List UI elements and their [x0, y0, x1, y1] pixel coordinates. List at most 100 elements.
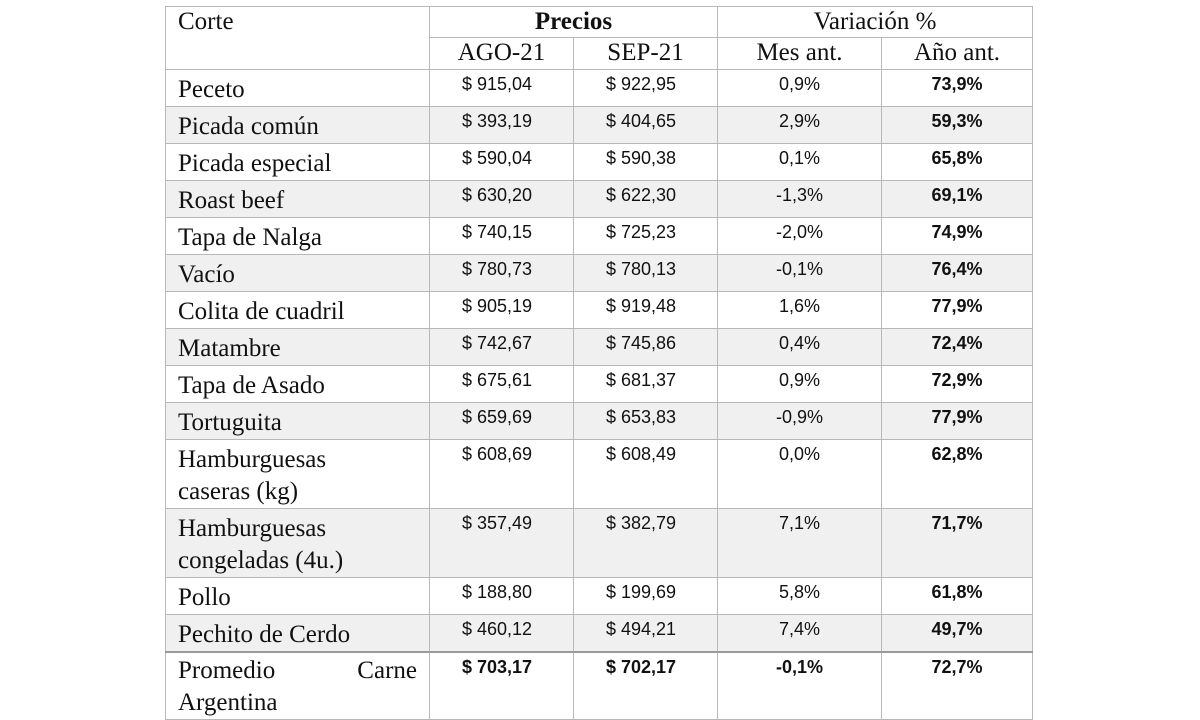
cell-mes-ant: -2,0%	[717, 217, 883, 255]
table-row: Tortuguita $ 659,69 $ 653,83 -0,9% 77,9%	[165, 402, 1034, 440]
cell-corte: Tortuguita	[165, 402, 430, 440]
cell-anio-ant: 74,9%	[881, 217, 1034, 255]
cell-mes-ant: -1,3%	[717, 180, 883, 218]
cell-anio-ant: 69,1%	[881, 180, 1034, 218]
cell-mes-ant: 0,1%	[717, 143, 883, 181]
cell-anio-ant: 61,8%	[881, 577, 1034, 615]
cell-mes-ant: 0,9%	[717, 69, 883, 107]
cell-corte: Peceto	[165, 69, 430, 107]
cell-anio-ant: 62,8%	[881, 439, 1034, 509]
cell-mes-ant: -0,1%	[717, 254, 883, 292]
cell-corte: Roast beef	[165, 180, 430, 218]
cell-ago: $ 608,69	[429, 439, 574, 509]
cell-ago: $ 460,12	[429, 614, 574, 653]
cell-mes-ant: 0,4%	[717, 328, 883, 366]
cell-mes-ant: 0,0%	[717, 439, 883, 509]
cell-anio-ant: 65,8%	[881, 143, 1034, 181]
argentina-word: Argentina	[178, 689, 278, 716]
cell-corte: Tapa de Asado	[165, 365, 430, 403]
cell-ago: $ 590,04	[429, 143, 574, 181]
cell-anio-ant: 49,7%	[881, 614, 1034, 653]
table-row: Vacío $ 780,73 $ 780,13 -0,1% 76,4%	[165, 254, 1034, 292]
price-table: Corte Precios Variación % AGO-21 SEP-21 …	[165, 6, 1034, 720]
cell-mes-ant: 1,6%	[717, 291, 883, 329]
cell-mes-ant: 2,9%	[717, 106, 883, 144]
header-precios: Precios	[428, 6, 719, 38]
cell-sep: $ 681,37	[572, 365, 719, 403]
cell-ago: $ 188,80	[429, 577, 574, 615]
cell-mes-ant: -0,9%	[717, 402, 883, 440]
cell-sep: $ 745,86	[572, 328, 719, 366]
table-row: Peceto $ 915,04 $ 922,95 0,9% 73,9%	[165, 69, 1034, 107]
table-row: Hamburguesas congeladas (4u.) $ 357,49 $ 3…	[165, 508, 1034, 578]
cell-ago: $ 742,67	[429, 328, 574, 366]
cell-anio-ant: 72,9%	[881, 365, 1034, 403]
cell-sep: $ 590,38	[572, 143, 719, 181]
cell-sep: $ 780,13	[572, 254, 719, 292]
cell-anio-ant: 72,7%	[881, 651, 1034, 720]
cell-ago: $ 905,19	[429, 291, 574, 329]
cell-anio-ant: 73,9%	[881, 69, 1034, 107]
cell-sep: $ 404,65	[572, 106, 719, 144]
cell-ago: $ 740,15	[429, 217, 574, 255]
cell-anio-ant: 77,9%	[881, 402, 1034, 440]
cell-sep: $ 725,23	[572, 217, 719, 255]
promedio-row: Promedio Carne Argentina $ 703,17 $ 702,17 -0…	[165, 651, 1034, 720]
cell-sep: $ 653,83	[572, 402, 719, 440]
cell-corte: Picada común	[165, 106, 430, 144]
cell-ago: $ 915,04	[429, 69, 574, 107]
cell-sep: $ 922,95	[572, 69, 719, 107]
cell-corte: Hamburguesas caseras (kg)	[165, 439, 430, 509]
cell-anio-ant: 71,7%	[881, 508, 1034, 578]
cell-corte: Matambre	[165, 328, 430, 366]
cell-corte: Colita de cuadril	[165, 291, 430, 329]
header-mes-ant: Mes ant.	[717, 37, 883, 70]
cell-corte: Hamburguesas congeladas (4u.)	[165, 508, 430, 578]
table-row: Tapa de Asado $ 675,61 $ 681,37 0,9% 72,9%	[165, 365, 1034, 403]
cell-corte: Vacío	[165, 254, 430, 292]
table-row: Tapa de Nalga $ 740,15 $ 725,23 -2,0% 74,9%	[165, 217, 1034, 255]
cell-sep: $ 919,48	[572, 291, 719, 329]
cell-anio-ant: 59,3%	[881, 106, 1034, 144]
cell-anio-ant: 77,9%	[881, 291, 1034, 329]
table-row: Picada común $ 393,19 $ 404,65 2,9% 59,3%	[165, 106, 1034, 144]
cell-corte: Pechito de Cerdo	[165, 614, 430, 653]
table-row: Roast beef $ 630,20 $ 622,30 -1,3% 69,1%	[165, 180, 1034, 218]
cell-mes-ant: 7,1%	[717, 508, 883, 578]
table-row: Hamburguesas caseras (kg) $ 608,69 $ 608,4…	[165, 439, 1034, 509]
header-ago: AGO-21	[429, 37, 574, 70]
cell-mes-ant: 0,9%	[717, 365, 883, 403]
header-sep: SEP-21	[572, 37, 719, 70]
cell-mes-ant: 5,8%	[717, 577, 883, 615]
cell-corte: Pollo	[165, 577, 430, 615]
cell-sep: $ 494,21	[572, 614, 719, 653]
cell-corte: Picada especial	[165, 143, 430, 181]
cell-sep: $ 702,17	[572, 651, 719, 720]
cell-anio-ant: 72,4%	[881, 328, 1034, 366]
cell-corte: Promedio Carne Argentina	[165, 651, 430, 720]
cell-mes-ant: -0,1%	[717, 651, 883, 720]
header-corte: Corte	[165, 6, 430, 70]
table-row: Pollo $ 188,80 $ 199,69 5,8% 61,8%	[165, 577, 1034, 615]
cell-ago: $ 780,73	[429, 254, 574, 292]
cell-ago: $ 357,49	[429, 508, 574, 578]
cell-ago: $ 630,20	[429, 180, 574, 218]
cell-corte: Tapa de Nalga	[165, 217, 430, 255]
cell-ago: $ 659,69	[429, 402, 574, 440]
table-row: Colita de cuadril $ 905,19 $ 919,48 1,6% 77,…	[165, 291, 1034, 329]
carne-word: Carne	[357, 657, 417, 684]
header-row-1: Corte Precios Variación %	[165, 6, 1034, 70]
cell-sep: $ 199,69	[572, 577, 719, 615]
cell-sep: $ 608,49	[572, 439, 719, 509]
table-row: Picada especial $ 590,04 $ 590,38 0,1% 65,8%	[165, 143, 1034, 181]
promedio-word: Promedio	[178, 657, 276, 684]
cell-ago: $ 393,19	[429, 106, 574, 144]
cell-sep: $ 622,30	[572, 180, 719, 218]
cell-sep: $ 382,79	[572, 508, 719, 578]
header-anio-ant: Año ant.	[881, 37, 1034, 70]
header-variacion: Variación %	[717, 6, 1034, 38]
cell-ago: $ 675,61	[429, 365, 574, 403]
table-row: Matambre $ 742,67 $ 745,86 0,4% 72,4%	[165, 328, 1034, 366]
cell-mes-ant: 7,4%	[717, 614, 883, 653]
cell-ago: $ 703,17	[429, 651, 574, 720]
